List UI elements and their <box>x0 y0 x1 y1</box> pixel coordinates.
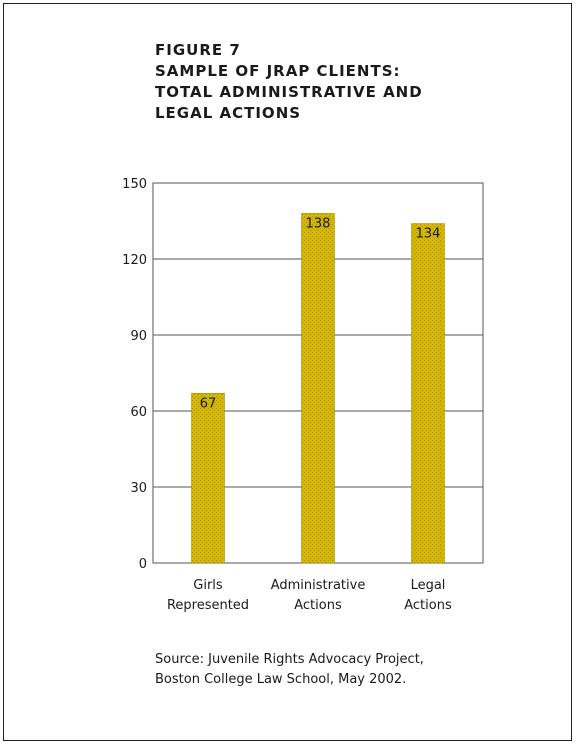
chart-title-line-3: LEGAL ACTIONS <box>155 104 302 122</box>
figure-title-block: FIGURE 7 SAMPLE OF JRAP CLIENTS: TOTAL A… <box>155 40 423 124</box>
figure-label: FIGURE 7 <box>155 41 241 59</box>
x-category-label: Administrative <box>271 578 366 593</box>
y-tick-label: 150 <box>122 177 147 192</box>
y-tick-label: 60 <box>130 405 147 420</box>
bar <box>191 393 225 564</box>
x-category-label: Legal <box>411 578 446 593</box>
figure-frame <box>3 3 572 741</box>
source-note: Source: Juvenile Rights Advocacy Project… <box>155 650 424 690</box>
chart-title-line-2: TOTAL ADMINISTRATIVE AND <box>155 83 423 101</box>
x-category-label: Actions <box>404 598 452 613</box>
bar <box>301 213 335 564</box>
y-tick-label: 90 <box>130 329 147 344</box>
x-category-label: Represented <box>167 598 249 613</box>
source-line-2: Boston College Law School, May 2002. <box>155 672 407 687</box>
data-label: 67 <box>200 396 217 411</box>
y-tick-label: 120 <box>122 253 147 268</box>
data-label: 134 <box>416 227 441 242</box>
data-label: 138 <box>306 216 331 231</box>
y-tick-label: 0 <box>139 557 147 572</box>
x-category-label: Actions <box>294 598 342 613</box>
bar <box>411 223 445 564</box>
y-tick-label: 30 <box>130 481 147 496</box>
source-line-1: Source: Juvenile Rights Advocacy Project… <box>155 652 424 667</box>
bar-chart: 0 30 60 90 120 150 67 Girls Represented 138 Admini… <box>122 177 484 613</box>
chart-title-line-1: SAMPLE OF JRAP CLIENTS: <box>155 62 401 80</box>
x-category-label: Girls <box>193 578 223 593</box>
